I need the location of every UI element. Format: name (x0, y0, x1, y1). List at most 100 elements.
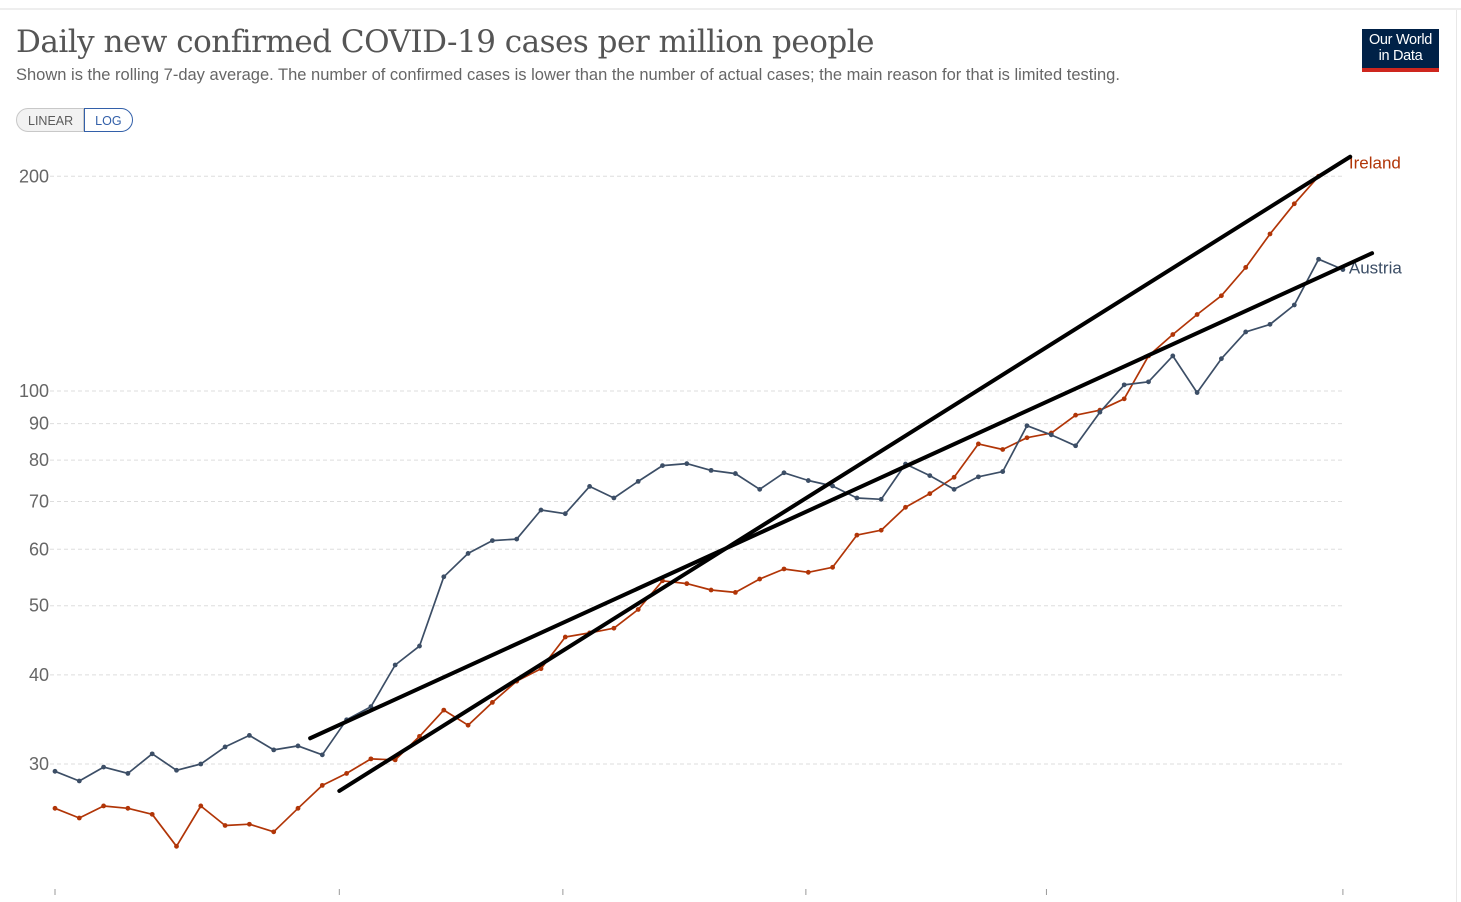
data-point-austria (441, 574, 447, 580)
data-point-austria (465, 551, 471, 556)
y-tick-label-80: 80 (29, 450, 49, 470)
y-tick-label-50: 50 (29, 596, 49, 616)
data-point-austria (222, 744, 228, 750)
data-point-ireland (757, 576, 763, 582)
data-point-austria (52, 768, 58, 774)
data-point-austria (1219, 356, 1224, 362)
data-point-ireland (733, 590, 738, 595)
data-point-austria (708, 467, 714, 473)
data-point-austria (1316, 256, 1321, 262)
data-point-austria (1048, 432, 1054, 438)
right-border (1456, 10, 1457, 902)
y-tick-label-60: 60 (29, 539, 49, 559)
data-point-ireland (344, 771, 349, 776)
data-point-austria (125, 771, 131, 776)
data-point-austria (805, 478, 811, 483)
data-point-austria (1291, 302, 1297, 308)
data-point-ireland (1024, 435, 1030, 441)
log-scale-button[interactable]: LOG (84, 108, 133, 132)
data-point-ireland (684, 581, 690, 587)
trend-line-annotation-2 (337, 154, 1353, 793)
data-point-austria (1097, 409, 1103, 415)
series-label-austria: Austria (1349, 259, 1402, 278)
data-point-austria (854, 495, 860, 501)
data-point-ireland (708, 587, 714, 593)
data-point-ireland (1194, 312, 1200, 317)
series-line-ireland (54, 175, 1320, 848)
data-point-ireland (805, 569, 811, 575)
data-point-ireland (903, 504, 908, 510)
data-point-ireland (1121, 396, 1127, 402)
y-tick-label-100: 100 (19, 381, 49, 401)
data-point-austria (198, 761, 204, 767)
data-point-ireland (854, 532, 860, 538)
data-point-ireland (927, 491, 933, 497)
data-point-austria (660, 463, 665, 469)
data-point-austria (76, 778, 82, 784)
data-point-austria (392, 662, 398, 668)
data-point-austria (247, 733, 252, 738)
data-point-ireland (295, 805, 301, 811)
logo-line-2: in Data (1378, 48, 1423, 64)
data-point-ireland (1291, 201, 1297, 207)
data-point-austria (149, 751, 155, 757)
data-point-ireland (101, 803, 106, 809)
data-point-ireland (1170, 332, 1176, 337)
data-point-austria (1243, 329, 1249, 335)
data-point-austria (538, 507, 544, 513)
series-label-ireland: Ireland (1349, 153, 1401, 172)
data-point-austria (878, 496, 884, 502)
data-point-austria (490, 538, 495, 544)
data-point-ireland (1219, 293, 1224, 299)
data-point-ireland (490, 699, 495, 705)
data-point-austria (635, 478, 641, 484)
data-point-austria (562, 511, 568, 517)
data-point-ireland (635, 607, 641, 612)
data-point-ireland (222, 823, 228, 828)
trend-line-annotation-1 (308, 251, 1375, 741)
data-point-austria (611, 495, 617, 501)
data-point-ireland (611, 625, 617, 631)
data-point-austria (1194, 390, 1200, 395)
data-point-ireland (1000, 447, 1006, 452)
data-point-ireland (781, 566, 787, 572)
data-point-ireland (271, 829, 277, 835)
data-point-ireland (1243, 265, 1249, 270)
data-point-austria (174, 767, 179, 773)
data-point-austria (1267, 321, 1273, 327)
data-point-ireland (538, 666, 544, 672)
data-point-austria (951, 486, 957, 492)
data-point-austria (684, 461, 690, 467)
data-point-austria (319, 752, 325, 758)
data-point-austria (101, 764, 106, 770)
data-point-austria (781, 470, 787, 476)
logo-line-1: Our World (1368, 32, 1433, 48)
data-point-ireland (976, 441, 981, 447)
data-point-austria (1000, 469, 1006, 474)
y-tick-label-40: 40 (29, 665, 49, 685)
data-point-austria (976, 474, 981, 480)
data-point-ireland (465, 722, 471, 728)
owid-logo[interactable]: Our World in Data (1362, 29, 1439, 72)
data-point-austria (927, 473, 933, 479)
data-point-ireland (1073, 412, 1078, 418)
data-point-ireland (1267, 231, 1273, 237)
data-point-ireland (52, 805, 58, 811)
data-point-austria (1170, 353, 1176, 359)
data-point-ireland (149, 811, 155, 817)
data-point-ireland (562, 634, 568, 640)
scale-toggle: LINEAR LOG (16, 108, 133, 132)
series-line-austria (54, 258, 1344, 782)
linear-scale-button[interactable]: LINEAR (16, 108, 85, 132)
data-point-ireland (878, 527, 884, 533)
data-point-ireland (368, 756, 374, 762)
y-tick-label-200: 200 (19, 166, 49, 186)
data-point-austria (417, 643, 422, 649)
data-point-ireland (198, 803, 204, 809)
data-point-austria (1073, 443, 1078, 449)
data-point-austria (587, 483, 592, 489)
data-point-ireland (830, 564, 835, 570)
data-point-austria (271, 747, 277, 753)
y-tick-label-90: 90 (29, 414, 49, 434)
